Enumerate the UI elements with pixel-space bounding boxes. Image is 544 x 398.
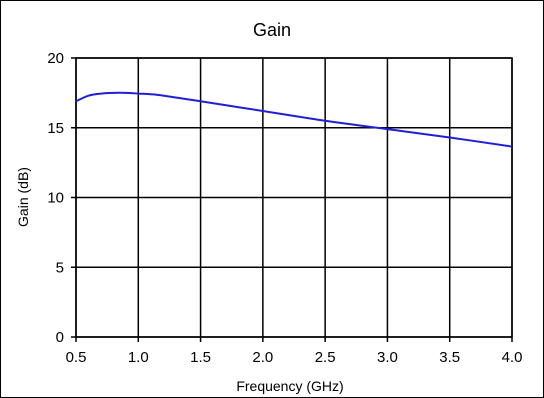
gain-series-line [75,91,513,148]
x-tick-labels: 0.5 1.0 1.5 2.0 2.5 3.0 3.5 4.0 [66,349,523,366]
grid-lines [71,57,513,342]
series-layer [75,91,513,148]
x-tick-label: 2.0 [252,349,273,366]
y-tick-labels: 0 5 10 15 20 [47,50,64,346]
x-tick-label: 4.0 [502,349,523,366]
x-axis-label: Frequency (GHz) [236,378,343,394]
x-tick-label: 1.0 [128,349,149,366]
y-tick-label: 15 [47,120,64,137]
chart-title: Gain [253,20,291,40]
plot-border [75,57,513,338]
x-tick-label: 2.5 [315,349,336,366]
x-tick-label: 3.0 [377,349,398,366]
x-tick-label: 1.5 [190,349,211,366]
y-tick-label: 10 [47,190,64,207]
x-tick-label: 0.5 [66,349,87,366]
y-tick-label: 5 [56,259,64,276]
y-tick-label: 20 [47,50,64,67]
y-tick-label: 0 [56,329,64,346]
x-tick-label: 3.5 [439,349,460,366]
y-axis-label: Gain (dB) [15,167,31,227]
